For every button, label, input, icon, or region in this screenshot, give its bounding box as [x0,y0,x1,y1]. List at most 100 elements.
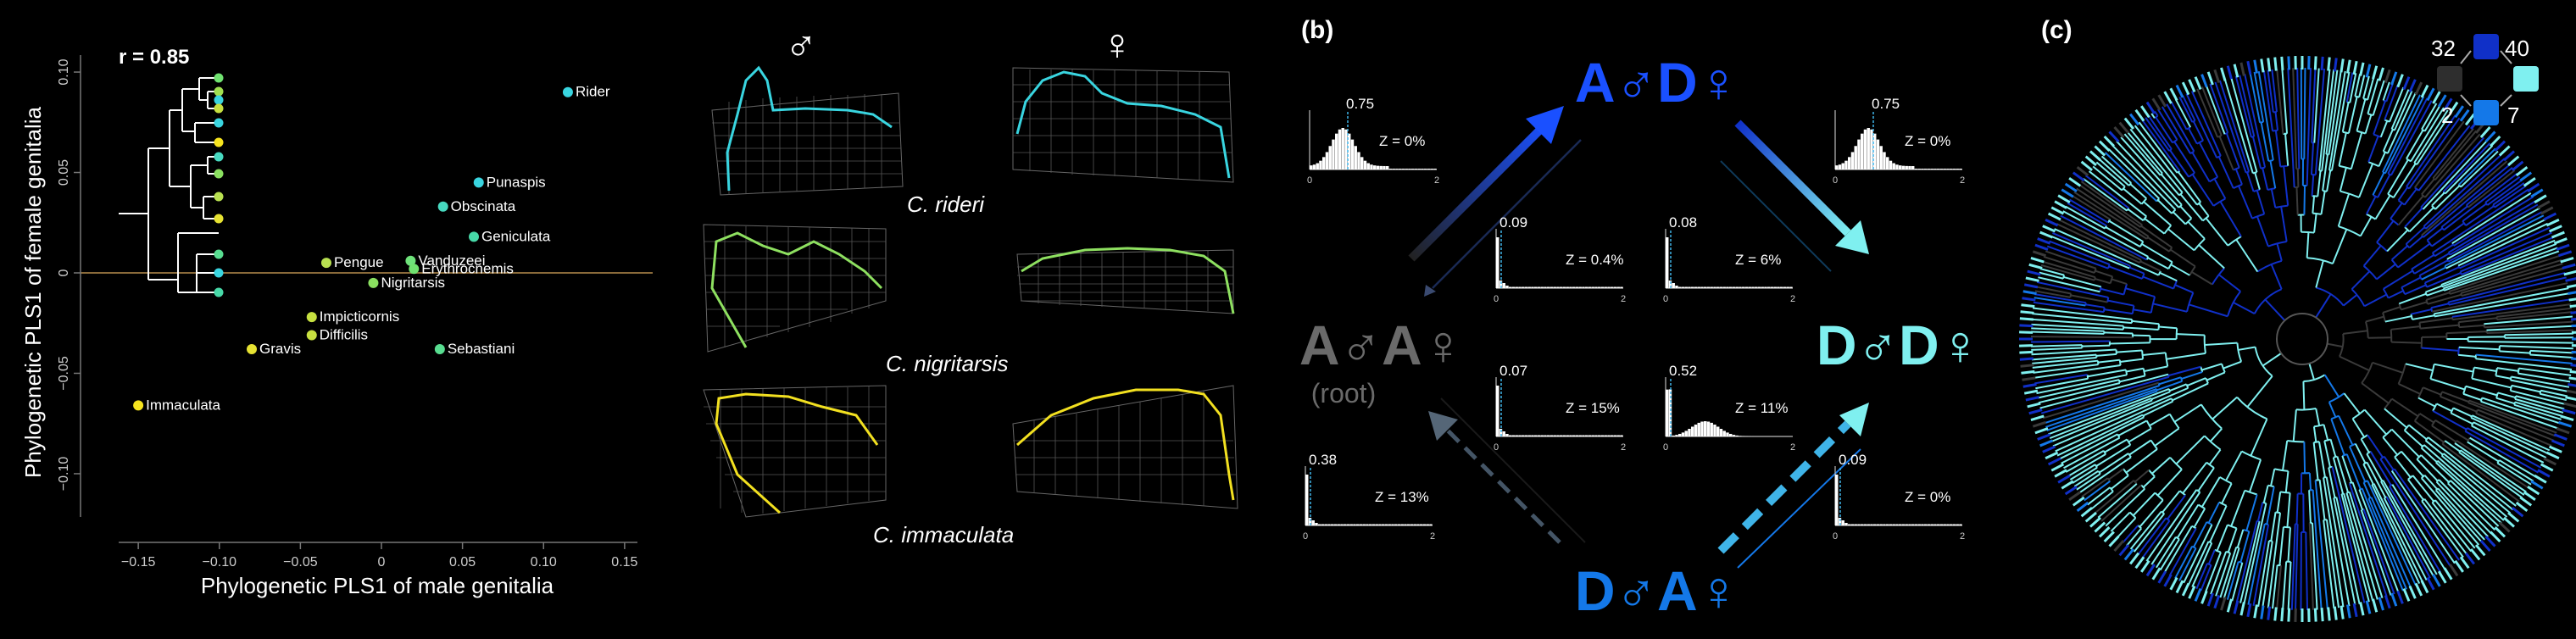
tree-branch [2031,344,2083,347]
tree-branch [2087,486,2111,506]
tree-branch [2155,116,2173,143]
tree-branch [2111,144,2177,211]
tree-branch [2042,260,2096,279]
tree-tip-mark [2346,59,2351,74]
histogram-bar [1719,429,1723,436]
histogram-bar [1578,286,1582,288]
deformation-grid-nigritarsis-male [703,224,887,353]
legend-arrows [2460,50,2512,107]
tree-branch [2362,75,2370,99]
tree-branch [2384,315,2412,323]
tree-tip-mark [2384,594,2391,609]
tree-tip-mark [2454,105,2464,119]
tree-branch [2390,218,2400,226]
histogram-bar [1861,133,1864,169]
tree-branch [2401,301,2428,311]
tree-tip-mark [2515,166,2529,177]
tree-tip-mark [2484,535,2496,547]
tree-branch [2427,436,2517,507]
species-label-rideri: C. rideri [907,192,985,217]
tree-branch [2420,454,2450,483]
arrowhead-DA-to-AA [1428,411,1458,441]
tree-branch [2390,245,2408,261]
tree-tip-mark [2068,177,2082,187]
tree-branch [2233,166,2240,171]
tree-branch [2174,98,2192,128]
tree-branch [2440,205,2468,228]
tree-tip-mark [2023,283,2039,289]
tree-branch [2450,407,2455,414]
tree-branch [2367,161,2379,168]
histogram-bar [1841,520,1844,525]
tree-branch [2318,442,2326,478]
tree-branch [2084,175,2129,209]
histogram-bar [1879,524,1883,525]
tree-branch [2244,489,2257,496]
tree-branch [2540,389,2568,397]
tree-tip-mark [2068,491,2082,501]
tree-branch [2333,497,2356,606]
tree-tip-mark [2103,135,2115,147]
tree-branch [2178,97,2194,123]
tree-branch [2158,376,2182,386]
tree-branch [2283,166,2289,206]
scatter-point [306,330,317,341]
tree-branch [2391,397,2419,418]
tree-tip-mark [2443,97,2453,111]
tree-branch [2328,70,2346,171]
tree-branch [2397,186,2408,201]
tree-branch [2031,353,2097,361]
histogram-axis-zero: 0 [1307,175,1312,186]
transition-diagram: (b) A♂D♀ A♂A♀ (root) D♂D♀ D♂A♀ 0.75 Z = 0… [1299,16,1981,622]
histogram-bar [1370,164,1373,169]
tree-tip-mark [2027,269,2041,276]
tree-branch [2056,223,2140,264]
histogram-bar [1729,433,1733,436]
tree-branch [2223,547,2240,599]
tree-branch [2176,333,2205,336]
tree-branch [2421,475,2426,479]
tree-branch [2032,356,2097,364]
tree-branch [2119,375,2145,383]
tree-branch [2166,103,2195,153]
tree-branch [2413,413,2421,422]
tree-branch [2225,133,2240,169]
tree-tip-mark [2194,76,2202,91]
tree-tip-mark [2515,501,2529,512]
histogram: 0.75 Z = 0% 0 2 [1833,96,1965,186]
tree-branch [2361,362,2373,384]
tree-branch [2296,169,2300,187]
histogram-bar [1324,524,1327,525]
scatter-point [405,255,416,266]
tree-branch [2120,136,2183,206]
tree-branch [2031,318,2124,327]
arrow-AD-to-AA [1432,139,1582,289]
tree-branch [2065,205,2106,230]
scatter-point-label: Pengue [334,254,384,270]
tree-branch [2063,275,2101,288]
tree-tip-mark [2566,389,2576,394]
tree-tip [214,152,224,162]
tree-tip-mark [2562,408,2576,415]
histogram-bar [1867,128,1870,169]
tree-branch [2085,303,2105,308]
tree-branch [2306,231,2310,258]
tree-branch [2264,523,2269,525]
tree-branch [2382,306,2401,314]
tree-tip-mark [2498,521,2511,533]
histogram-bar [1386,165,1389,169]
tree-branch [2471,414,2551,452]
tree-tip-mark [2464,552,2475,565]
tree-branch [2262,541,2273,608]
tree-tip-mark [2372,598,2378,613]
tree-branch [2434,363,2474,373]
tree-branch [2186,126,2191,131]
tree-branch [2382,288,2390,299]
tree-branch [2366,213,2376,220]
tree-tip-mark [2568,297,2576,302]
tree-branch [2405,226,2425,245]
histogram-bar [1908,524,1911,525]
tree-branch [2235,520,2258,603]
tree-branch [2421,500,2464,558]
tree-branch [2169,383,2187,392]
